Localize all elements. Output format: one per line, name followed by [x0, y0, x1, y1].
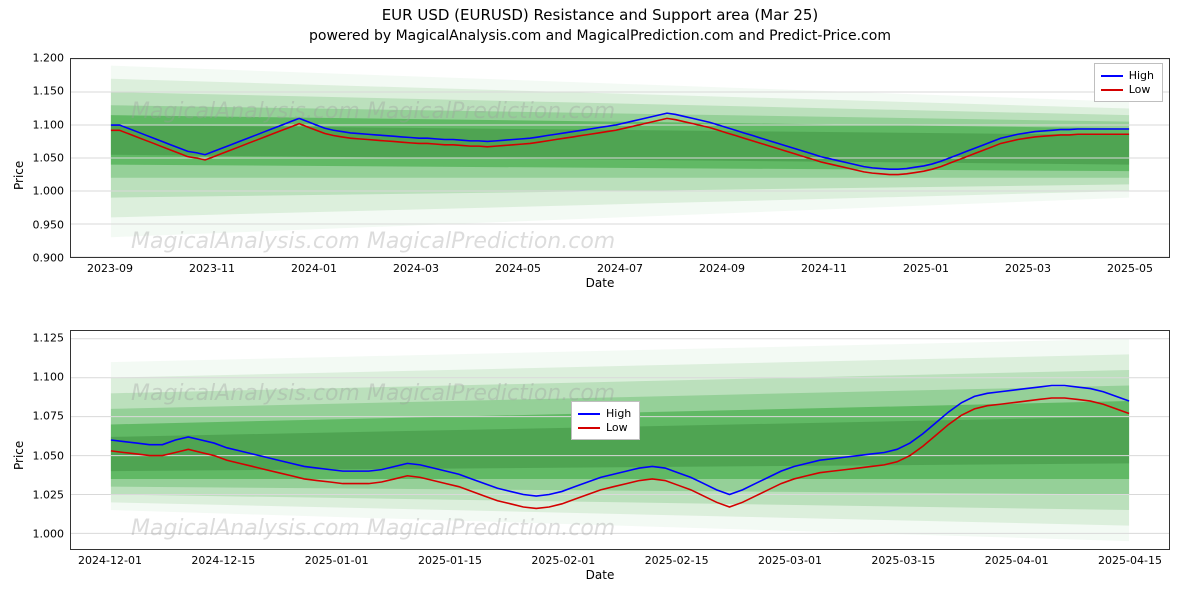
xtick-label: 2024-07: [597, 262, 643, 275]
legend-bottom: High Low: [571, 401, 640, 440]
ytick-label: 0.950: [24, 218, 64, 231]
ytick-label: 1.200: [24, 52, 64, 65]
xtick-label: 2023-11: [189, 262, 235, 275]
xtick-label: 2024-03: [393, 262, 439, 275]
legend-swatch-low: [1101, 89, 1123, 91]
chart-title: EUR USD (EURUSD) Resistance and Support …: [0, 6, 1200, 24]
xtick-label: 2025-01-01: [305, 554, 369, 567]
bottom-chart-panel: High Low MagicalAnalysis.com MagicalPred…: [70, 330, 1170, 550]
ytick-label: 1.000: [24, 528, 64, 541]
legend-item-low: Low: [578, 421, 631, 434]
legend-label-high: High: [1129, 69, 1154, 82]
xtick-label: 2025-03-01: [758, 554, 822, 567]
figure: EUR USD (EURUSD) Resistance and Support …: [0, 0, 1200, 600]
top-chart-svg: [71, 59, 1169, 257]
ytick-label: 1.025: [24, 489, 64, 502]
bottom-chart-svg: [71, 331, 1169, 549]
xtick-label: 2024-09: [699, 262, 745, 275]
ytick-label: 1.075: [24, 410, 64, 423]
legend-swatch-high: [1101, 75, 1123, 77]
xtick-label: 2025-04-15: [1098, 554, 1162, 567]
ytick-label: 1.000: [24, 185, 64, 198]
xtick-label: 2025-01: [903, 262, 949, 275]
xtick-label: 2025-01-15: [418, 554, 482, 567]
chart-subtitle: powered by MagicalAnalysis.com and Magic…: [0, 28, 1200, 44]
xtick-label: 2024-01: [291, 262, 337, 275]
xtick-label: 2025-05: [1107, 262, 1153, 275]
ytick-label: 1.050: [24, 449, 64, 462]
legend-item-low: Low: [1101, 83, 1154, 96]
legend-label-low: Low: [606, 421, 628, 434]
xtick-label: 2024-05: [495, 262, 541, 275]
ytick-label: 1.150: [24, 85, 64, 98]
ytick-label: 1.100: [24, 118, 64, 131]
legend-item-high: High: [1101, 69, 1154, 82]
xtick-label: 2023-09: [87, 262, 133, 275]
ytick-label: 0.900: [24, 252, 64, 265]
legend-top: High Low: [1094, 63, 1163, 102]
xtick-label: 2025-03-15: [871, 554, 935, 567]
xtick-label: 2025-02-15: [645, 554, 709, 567]
xtick-label: 2024-12-01: [78, 554, 142, 567]
xtick-label: 2025-03: [1005, 262, 1051, 275]
xtick-label: 2024-12-15: [191, 554, 255, 567]
xlabel-top: Date: [0, 276, 1200, 290]
xtick-label: 2025-02-01: [531, 554, 595, 567]
legend-swatch-high: [578, 413, 600, 415]
ytick-label: 1.125: [24, 331, 64, 344]
legend-item-high: High: [578, 407, 631, 420]
ytick-label: 1.100: [24, 371, 64, 384]
xtick-label: 2025-04-01: [985, 554, 1049, 567]
top-chart-panel: High Low MagicalAnalysis.com MagicalPred…: [70, 58, 1170, 258]
xlabel-bottom: Date: [0, 568, 1200, 582]
legend-label-low: Low: [1129, 83, 1151, 96]
legend-label-high: High: [606, 407, 631, 420]
xtick-label: 2024-11: [801, 262, 847, 275]
ytick-label: 1.050: [24, 152, 64, 165]
legend-swatch-low: [578, 427, 600, 429]
